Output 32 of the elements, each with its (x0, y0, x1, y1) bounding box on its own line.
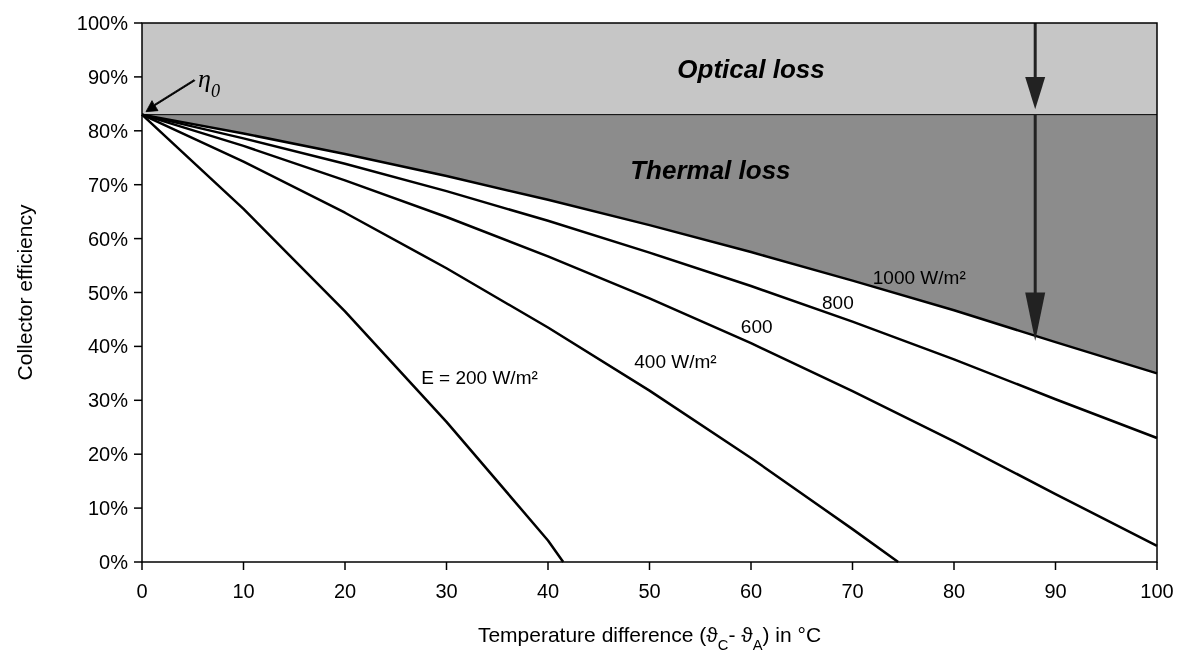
x-axis-title: Temperature difference (ϑ$_{C}$- ϑ$_{A}$) in °C (477, 623, 822, 653)
x-tick-label: 20 (333, 580, 357, 602)
y-axis-title: Collector efficiency (13, 204, 36, 381)
y-tick-label: 0% (99, 551, 129, 573)
series-label: E = 200 W/m² (421, 367, 538, 389)
y-tick-label: 80% (87, 119, 129, 142)
y-tick-label: 90% (87, 65, 129, 88)
series-label: 600 (740, 315, 773, 337)
annotation: η$_{0}$ (198, 63, 220, 101)
y-tick-label: 70% (87, 173, 129, 196)
x-tick-label: 0 (136, 580, 148, 602)
y-tick-label: 10% (87, 497, 129, 520)
x-tick-label: 100 (1140, 580, 1174, 602)
y-tick-label: 100% (76, 12, 129, 34)
series-label: 800 (822, 291, 854, 313)
x-tick-label: 50 (638, 580, 661, 602)
x-tick-label: 80 (942, 580, 966, 602)
y-tick-label: 40% (87, 335, 129, 358)
annotation: Thermal loss (630, 155, 791, 186)
x-tick-label: 30 (435, 580, 458, 602)
y-tick-label: 60% (87, 227, 129, 250)
x-tick-label: 70 (841, 580, 864, 602)
x-tick-label: 60 (739, 580, 763, 602)
y-tick-label: 20% (87, 443, 129, 466)
series-label: 1000 W/m² (872, 267, 966, 289)
band-label: Optical loss (677, 53, 825, 84)
x-tick-label: 10 (232, 580, 255, 602)
series-label: 400 W/m² (634, 350, 717, 372)
x-tick-label: 90 (1044, 580, 1067, 602)
y-tick-label: 50% (87, 281, 129, 304)
y-tick-label: 30% (87, 389, 129, 412)
x-tick-label: 40 (536, 580, 560, 602)
